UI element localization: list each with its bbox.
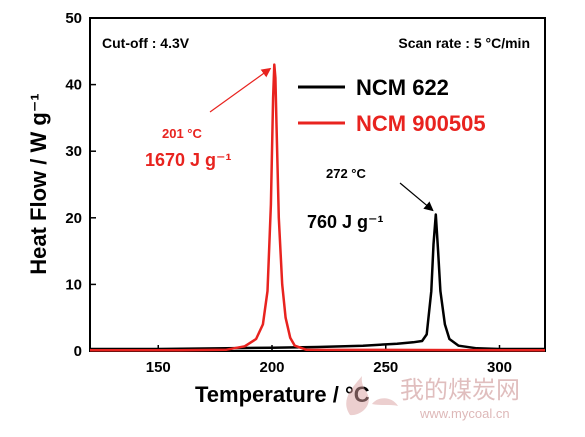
y-tick-label-50: 50 — [65, 10, 82, 27]
legend: NCM 622 NCM 900505 — [298, 75, 486, 136]
scan-rate-note: Scan rate : 5 °C/min — [398, 35, 530, 51]
y-tick-label-40: 40 — [65, 77, 82, 94]
watermark-text: 我的煤炭网 — [400, 377, 520, 404]
legend-label-ncm622: NCM 622 — [356, 75, 449, 100]
annotation-enthalpy-ncm622: 760 J g⁻¹ — [307, 212, 384, 232]
x-tick-label-150: 150 — [146, 359, 171, 376]
cutoff-note: Cut-off : 4.3V — [102, 35, 190, 51]
y-tick-label-10: 10 — [65, 276, 82, 293]
y-tick-label-0: 0 — [74, 343, 82, 360]
series-line-ncm-900505 — [90, 63, 546, 352]
plot-frame — [89, 17, 546, 352]
x-axis-title: Temperature / °C — [195, 382, 370, 407]
annotation-temp-ncm622: 272 °C — [326, 166, 367, 181]
annotation-enthalpy-ncm900505: 1670 J g⁻¹ — [145, 150, 232, 170]
y-axis-title: Heat Flow / W g⁻¹ — [26, 93, 51, 275]
annotation-arrow-ncm622 — [399, 182, 434, 212]
series-layer — [90, 63, 546, 352]
y-tick-label-30: 30 — [65, 143, 82, 160]
x-axis: 150 200 250 300 — [146, 345, 512, 376]
watermark: 我的煤炭网 www.mycoal.cn — [346, 376, 520, 421]
x-tick-label-250: 250 — [373, 359, 398, 376]
flame-logo-icon — [346, 376, 398, 416]
watermark-url: www.mycoal.cn — [419, 406, 510, 421]
annotation-arrow-ncm900505 — [209, 67, 272, 113]
series-line-ncm-622 — [90, 213, 545, 351]
x-tick-label-200: 200 — [259, 359, 284, 376]
annotation-temp-ncm900505: 201 °C — [162, 126, 203, 141]
y-axis: 0 10 20 30 40 50 — [65, 10, 96, 360]
annotation-layer: 201 °C 1670 J g⁻¹ 272 °C 760 J g⁻¹ — [145, 67, 434, 232]
legend-label-ncm900505: NCM 900505 — [356, 111, 486, 136]
y-tick-label-20: 20 — [65, 210, 82, 227]
x-tick-label-300: 300 — [487, 359, 512, 376]
